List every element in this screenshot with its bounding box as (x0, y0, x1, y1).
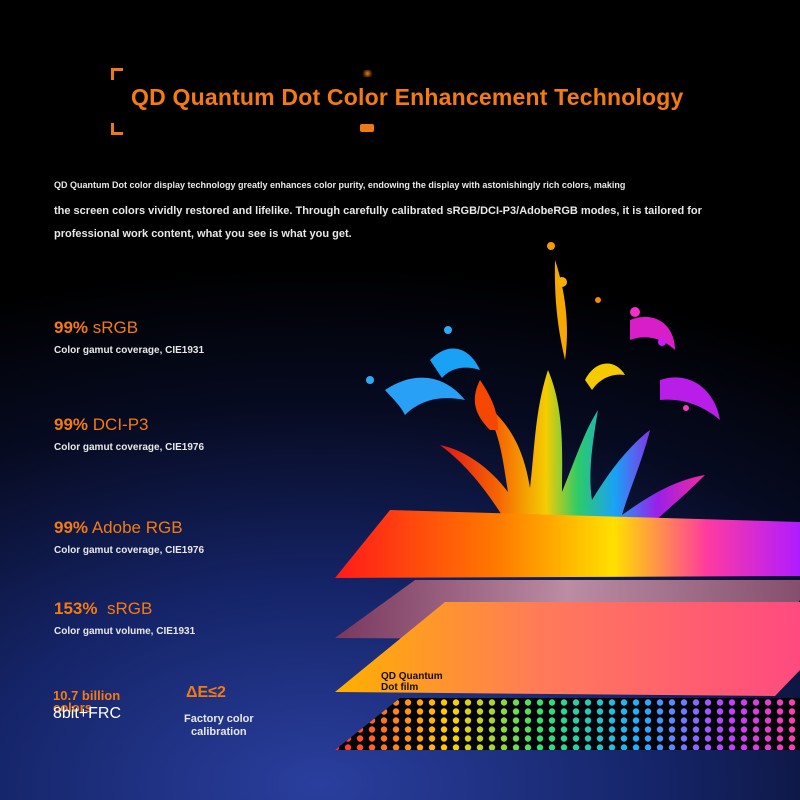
factory-label-line-1: Factory color (184, 713, 254, 725)
spec-name: sRGB (92, 318, 139, 337)
spec-srgb-coverage: 99% sRGB Color gamut coverage, CIE1931 (54, 318, 204, 356)
quantum-dot-film-layer (335, 602, 800, 696)
image-layer (335, 510, 800, 578)
spec-percent: 99% (54, 318, 89, 337)
intro-line-2: the screen colors vividly restored and l… (54, 205, 702, 217)
spec-percent: 153% (54, 599, 98, 618)
paint-splash-art (366, 242, 720, 535)
spec-description: Color gamut coverage, CIE1976 (54, 442, 205, 453)
film-label-line-2: Dot film (381, 682, 419, 693)
title-bracket-top-left (111, 68, 123, 80)
intro-line-3: professional work content, what you see … (54, 228, 352, 240)
spec-percent: 99% (54, 415, 89, 434)
title-bracket-top-right (362, 70, 373, 77)
spec-percent: 99% (54, 518, 89, 537)
spec-srgb-volume: 153% sRGB Color gamut volume, CIE1931 (54, 599, 195, 637)
color-count: 10.7 billion colors (53, 688, 121, 715)
spec-name: DCI-P3 (92, 415, 149, 434)
spec-name: sRGB (106, 599, 153, 618)
title-bracket-bottom-right (360, 124, 374, 132)
delta-e-value: ΔE≤2 (186, 684, 226, 701)
spec-description: Color gamut coverage, CIE1976 (54, 545, 205, 556)
spec-description: Color gamut coverage, CIE1931 (54, 345, 205, 356)
spec-name: Adobe RGB (91, 518, 183, 537)
film-label-line-1: QD Quantum (381, 671, 443, 682)
color-depth-block: 10.7 billion colors 8bit+FRC (53, 688, 173, 730)
factory-calibration-label: Factory color calibration (184, 713, 254, 739)
page-title: QD Quantum Dot Color Enhancement Technol… (131, 84, 684, 110)
spec-adobergb-coverage: 99% Adobe RGB Color gamut coverage, CIE1… (54, 518, 204, 556)
spec-dcip3-coverage: 99% DCI-P3 Color gamut coverage, CIE1976 (54, 415, 204, 453)
factory-label-line-2: calibration (191, 726, 247, 738)
title-bracket-bottom-left (111, 123, 123, 135)
bit-depth: 8bit+FRC (53, 705, 122, 722)
quantum-dot-illustration (335, 242, 800, 750)
intro-line-1: QD Quantum Dot color display technology … (54, 180, 626, 190)
spec-description: Color gamut volume, CIE1931 (54, 626, 196, 637)
qd-film-label: QD Quantum Dot film (381, 671, 443, 693)
